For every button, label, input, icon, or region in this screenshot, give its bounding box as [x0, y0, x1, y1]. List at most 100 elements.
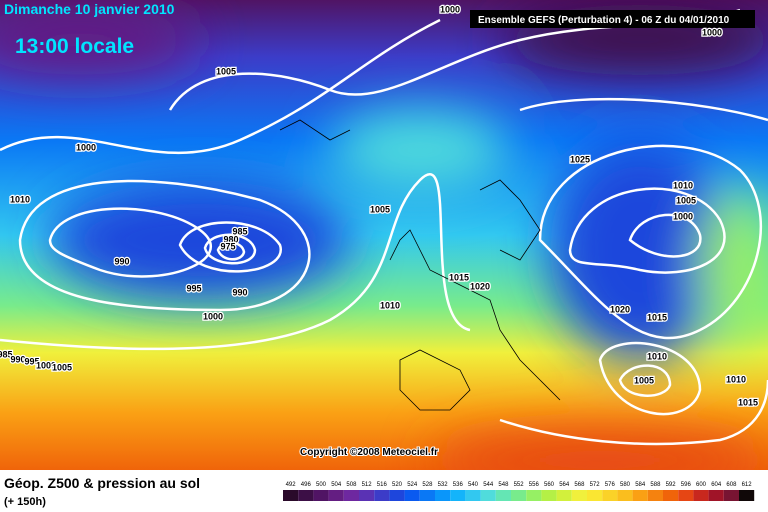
scale-label: 548 [498, 482, 509, 488]
isobar-label: 1010 [647, 351, 667, 361]
isobar-label: 1000 [440, 4, 460, 14]
isobar-label: 1020 [610, 304, 630, 314]
isobar-label: 975 [220, 241, 235, 251]
legend-title: Géop. Z500 & pression au sol [4, 475, 200, 491]
model-box [470, 10, 755, 28]
scale-label: 572 [590, 482, 601, 488]
model: Ensemble GEFS (Perturbation 4) - 06 Z du… [478, 15, 730, 26]
scale-swatch [328, 490, 344, 501]
scale-label: 516 [377, 482, 388, 488]
isobar-label: 1000 [36, 360, 56, 370]
isobar-label: 1010 [726, 374, 746, 384]
scale-swatch [571, 490, 587, 501]
scale-swatch [419, 490, 435, 501]
scale-swatch [480, 490, 496, 501]
isobar-label: 1025 [570, 154, 590, 164]
isobar-label: 980 [223, 234, 238, 244]
scale-swatch [511, 490, 527, 501]
scale-swatch [663, 490, 679, 501]
scale-label: 552 [514, 482, 525, 488]
isobar-label: 1005 [634, 375, 654, 385]
scale-swatch [602, 490, 618, 501]
scale-swatch [556, 490, 572, 501]
field [0, 0, 768, 490]
scale-label: 524 [407, 482, 418, 488]
isobars [0, 8, 768, 446]
isobar-label: 1000 [673, 211, 693, 221]
scale-swatch [526, 490, 542, 501]
isobar-label: 995 [186, 283, 201, 293]
scale-swatch [693, 490, 709, 501]
isobar-labels: 1000100010051000101010251010100510001005… [0, 3, 759, 409]
scale-swatch [374, 490, 390, 501]
scale-label: 492 [286, 482, 297, 488]
isobar-label: 1005 [370, 204, 390, 214]
scale-label: 560 [544, 482, 555, 488]
scale-label: 528 [422, 482, 433, 488]
scale-label: 576 [605, 482, 616, 488]
scale-label: 580 [620, 482, 631, 488]
scale-swatch [495, 490, 511, 501]
isobar-label: 1020 [470, 281, 490, 291]
scale-label: 536 [453, 482, 464, 488]
date: Dimanche 10 janvier 2010 [4, 1, 175, 17]
scale-label: 520 [392, 482, 403, 488]
isobar-label: 1000 [76, 142, 96, 152]
isobar-label: 1010 [10, 194, 30, 204]
isobar-label: 1015 [449, 272, 469, 282]
isobar-label: 1005 [216, 66, 236, 76]
scale-label: 612 [742, 482, 753, 488]
coastlines [279, 119, 561, 411]
scale-swatch [708, 490, 724, 501]
scale-label: 532 [438, 482, 449, 488]
isobar-label: 1000 [702, 27, 722, 37]
isobar-label: 1000 [203, 311, 223, 321]
scale-label: 512 [362, 482, 373, 488]
scale-swatch [541, 490, 557, 501]
copyright: Copyright ©2008 Meteociel.fr [300, 447, 438, 458]
scale-label: 600 [696, 482, 707, 488]
isobar-label: 990 [10, 354, 25, 364]
scale-label: 508 [346, 482, 357, 488]
isobar-label: 1010 [380, 300, 400, 310]
isobar-label: 990 [114, 256, 129, 266]
scale-label: 540 [468, 482, 479, 488]
scale-swatch [723, 490, 739, 501]
scale-label: 568 [574, 482, 585, 488]
legend-subtitle: (+ 150h) [4, 496, 46, 508]
scale-swatch [450, 490, 466, 501]
scale-label: 604 [711, 482, 722, 488]
isobar-label: 1005 [52, 362, 72, 372]
scale-swatch [632, 490, 648, 501]
isobar-label: 1015 [738, 397, 758, 407]
isobar-label: 995 [24, 356, 39, 366]
scale-swatch [678, 490, 694, 501]
scale-swatch [435, 490, 451, 501]
scale-swatch [313, 490, 329, 501]
isobar-label: 990 [232, 287, 247, 297]
isobar-label: 1015 [647, 312, 667, 322]
scale-swatch [617, 490, 633, 501]
scale-label: 500 [316, 482, 327, 488]
scale-swatch [739, 490, 755, 501]
scale-swatch [298, 490, 314, 501]
scale-label: 588 [650, 482, 661, 488]
scale-swatch [587, 490, 603, 501]
scale-label: 496 [301, 482, 312, 488]
scale-label: 556 [529, 482, 540, 488]
scale-swatch [647, 490, 663, 501]
scale-swatch [465, 490, 481, 501]
isobar-label: 1010 [673, 180, 693, 190]
scale-label: 584 [635, 482, 646, 488]
time: 13:00 locale [15, 35, 134, 58]
scale-label: 564 [559, 482, 570, 488]
scale-label: 592 [666, 482, 677, 488]
scale-label: 608 [726, 482, 737, 488]
scale-label: 544 [483, 482, 494, 488]
scale-label: 504 [331, 482, 342, 488]
color-scale: 492 496 500 504 508 512 516 520 524 528 532 536 540 5… [283, 482, 755, 501]
isobar-label: 985 [232, 226, 247, 236]
scale-swatch [283, 490, 299, 501]
isobar-label: 985 [0, 349, 13, 359]
